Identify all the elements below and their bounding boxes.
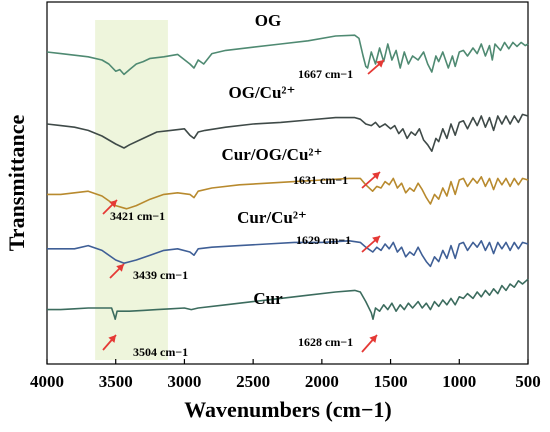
series-line-1: [46, 113, 529, 152]
peak-arrowhead: [372, 172, 380, 180]
y-axis-title: Transmittance: [4, 115, 29, 252]
peak-arrowhead: [372, 236, 380, 244]
peak-arrowhead: [109, 200, 117, 208]
peak-arrowhead: [108, 335, 116, 343]
series-line-2: [47, 176, 529, 210]
x-tick-label: 2000: [305, 372, 339, 391]
peak-arrowhead: [116, 264, 124, 272]
peak-arrowhead: [376, 60, 384, 68]
series-line-3: [47, 240, 529, 268]
x-axis-title: Wavenumbers (cm−1): [184, 397, 391, 422]
peak-label: 1629 cm−1: [296, 233, 351, 247]
series-label-3: Cur/Cu²⁺: [237, 208, 307, 227]
peak-label: 1628 cm−1: [298, 335, 353, 349]
series-label-4: Cur: [253, 289, 283, 308]
x-tick-label: 500: [515, 372, 541, 391]
peak-label: 1631 cm−1: [293, 173, 348, 187]
peak-label: 3504 cm−1: [133, 345, 188, 359]
peak-label: 3439 cm−1: [133, 268, 188, 282]
series-label-2: Cur/OG/Cu²⁺: [222, 145, 323, 164]
series-line-4: [47, 278, 529, 320]
series-label-0: OG: [255, 11, 281, 30]
peak-label: 3421 cm−1: [110, 209, 165, 223]
series-line-0: [46, 34, 529, 76]
x-tick-label: 3500: [99, 372, 133, 391]
highlight-band: [95, 20, 168, 360]
peak-arrowhead: [369, 335, 377, 343]
x-tick-label: 1500: [374, 372, 408, 391]
series-label-1: OG/Cu²⁺: [229, 83, 296, 102]
x-tick-label: 4000: [30, 372, 64, 391]
peak-label: 1667 cm−1: [298, 67, 353, 81]
x-tick-label: 2500: [236, 372, 270, 391]
x-tick-label: 3000: [167, 372, 201, 391]
plot-frame: [46, 1, 529, 365]
x-tick-label: 1000: [442, 372, 476, 391]
